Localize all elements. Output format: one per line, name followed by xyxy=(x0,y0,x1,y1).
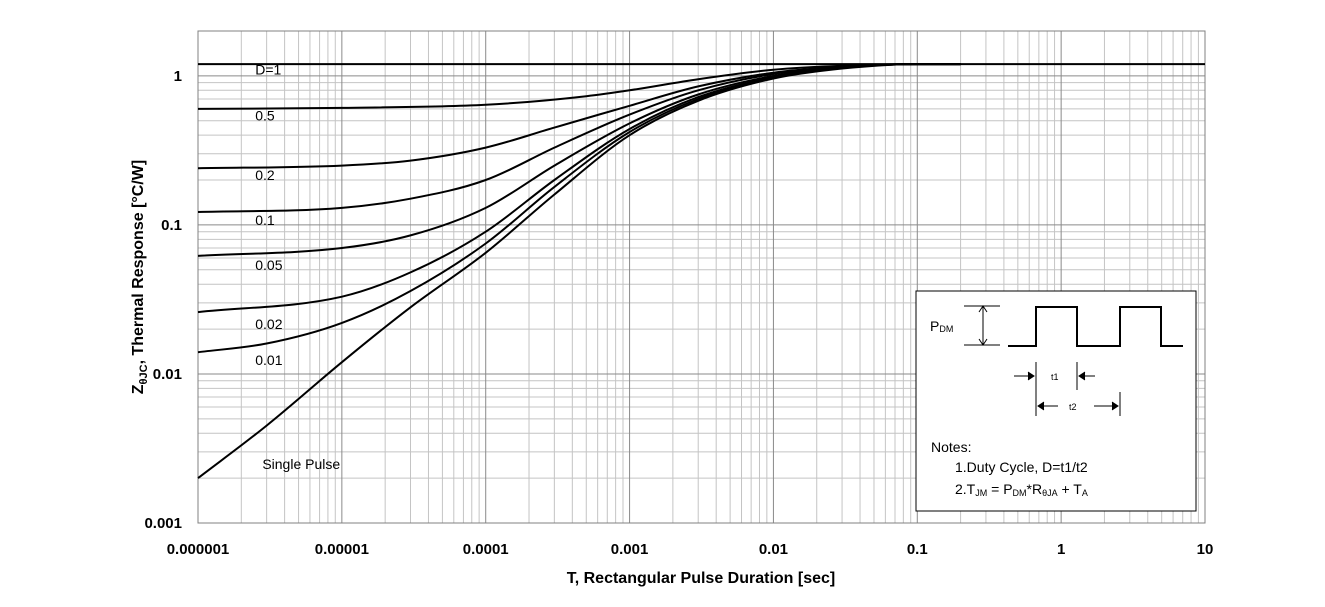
minor-grid xyxy=(198,30,1205,523)
x-tick-label: 0.000001 xyxy=(167,541,230,558)
x-tick-labels: 0.000001 0.00001 0.0001 0.001 0.01 0.1 1 10 xyxy=(167,541,1214,558)
curve-label-single-pulse: Single Pulse xyxy=(262,456,340,472)
y-tick-label: 0.001 xyxy=(144,515,182,532)
curve-label-d-1: D=1 xyxy=(255,62,281,78)
note-2-p2: = P xyxy=(987,481,1012,497)
x-tick-label: 0.00001 xyxy=(315,541,369,558)
y-axis-title-sub: θJC xyxy=(138,364,150,384)
note-2-p4: + T xyxy=(1058,481,1083,497)
note-2-s2: DM xyxy=(1013,488,1027,498)
t2-label: t2 xyxy=(1069,402,1077,412)
curve-label-0-01: 0.01 xyxy=(255,352,282,368)
pdm-dimension xyxy=(964,305,1000,346)
note-2-s3: θJA xyxy=(1042,488,1058,498)
note-1: 1.Duty Cycle, D=t1/t2 xyxy=(955,459,1088,475)
y-tick-labels: 0.001 0.01 0.1 1 xyxy=(144,68,182,532)
curve-label-0-5: 0.5 xyxy=(255,108,275,124)
note-2-s1: JM xyxy=(975,488,987,498)
pdm-label-prefix: P xyxy=(930,318,939,334)
t1-label: t1 xyxy=(1051,372,1059,382)
x-tick-label: 0.01 xyxy=(759,541,788,558)
notes-title: Notes: xyxy=(931,439,971,455)
curves xyxy=(197,63,1205,479)
y-axis-title: ZθJC, Thermal Response [°C/W] xyxy=(130,160,150,394)
note-2-s4: A xyxy=(1082,488,1088,498)
pdm-label: PDM xyxy=(930,318,953,334)
note-2-p3: *R xyxy=(1027,481,1043,497)
curve-label-0-1: 0.1 xyxy=(255,212,275,228)
note-2: 2.TJM = PDM*RθJA + TA xyxy=(955,481,1088,498)
y-axis-title-prefix: Z xyxy=(130,384,147,394)
t2-dimension xyxy=(1037,392,1121,416)
pdm-label-sub: DM xyxy=(939,324,953,334)
y-tick-label: 0.1 xyxy=(161,217,182,234)
note-2-p1: 2.T xyxy=(955,481,976,497)
curve-label-0-2: 0.2 xyxy=(255,167,275,183)
x-tick-label: 0.1 xyxy=(907,541,928,558)
y-axis-title-rest: , Thermal Response [°C/W] xyxy=(130,160,147,365)
pulse-waveform xyxy=(1008,306,1183,347)
x-tick-label: 0.0001 xyxy=(463,541,509,558)
y-tick-label: 1 xyxy=(174,68,182,85)
x-tick-label: 1 xyxy=(1057,541,1065,558)
inset-box: PDM t1 t2 Notes: 1.Duty Cycle, xyxy=(915,290,1197,512)
curve-label-0-02: 0.02 xyxy=(255,316,282,332)
x-tick-label: 10 xyxy=(1197,541,1214,558)
x-tick-label: 0.001 xyxy=(611,541,649,558)
y-tick-label: 0.01 xyxy=(153,366,182,383)
t1-dimension xyxy=(1014,362,1095,416)
x-axis-title: T, Rectangular Pulse Duration [sec] xyxy=(567,570,836,587)
curve-label-0-05: 0.05 xyxy=(255,257,282,273)
plot-border xyxy=(197,30,1206,524)
curve-single-pulse xyxy=(197,63,961,479)
curve-labels: D=1 0.5 0.2 0.1 0.05 0.02 0.01 Single Pulse xyxy=(255,62,340,473)
